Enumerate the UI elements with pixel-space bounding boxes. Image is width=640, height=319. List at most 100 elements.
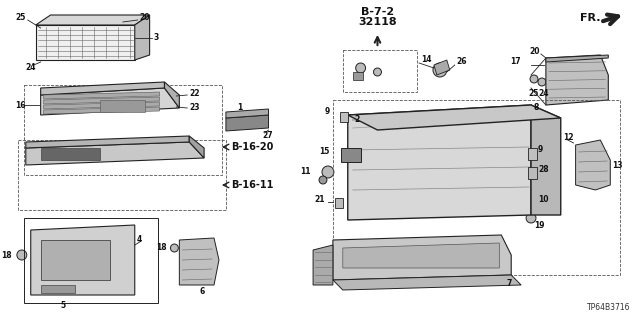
Polygon shape [546,55,608,62]
Circle shape [538,78,546,86]
Text: 16: 16 [15,100,26,109]
Bar [343,50,417,92]
Polygon shape [41,88,179,115]
Circle shape [17,250,27,260]
Polygon shape [41,82,164,95]
Polygon shape [313,245,333,285]
Text: 10: 10 [538,196,548,204]
Text: TP64B3716: TP64B3716 [587,303,630,313]
Text: 4: 4 [137,235,142,244]
Text: 23: 23 [189,103,200,113]
Text: 3: 3 [154,33,159,42]
Circle shape [360,118,369,128]
Bar [41,240,110,280]
Text: 24: 24 [26,63,36,72]
Text: 7: 7 [506,278,511,287]
Circle shape [86,151,94,159]
Polygon shape [333,275,521,290]
Bar [333,100,620,275]
Polygon shape [353,72,363,80]
Polygon shape [31,225,135,295]
Circle shape [356,63,365,73]
Text: B-7-2: B-7-2 [361,7,394,17]
Text: 9: 9 [538,145,543,154]
Text: 5: 5 [60,300,65,309]
Polygon shape [26,136,189,148]
Polygon shape [44,102,159,109]
Bar [24,218,157,303]
Bar [528,167,537,179]
Text: B-16-20: B-16-20 [231,142,273,152]
Polygon shape [36,25,135,60]
Text: 19: 19 [534,220,545,229]
Text: 8: 8 [534,103,540,113]
Circle shape [528,195,538,205]
Polygon shape [348,105,531,220]
Text: 28: 28 [538,166,548,174]
Text: 18: 18 [156,243,166,253]
Text: 14: 14 [421,56,431,64]
Circle shape [170,244,179,252]
Text: 20: 20 [140,13,150,23]
Circle shape [36,151,45,159]
Text: 13: 13 [612,160,623,169]
Text: 21: 21 [314,196,325,204]
Circle shape [374,68,381,76]
Text: 22: 22 [189,88,200,98]
Polygon shape [135,15,150,60]
Polygon shape [189,136,204,158]
Bar [341,148,360,162]
Polygon shape [343,243,499,268]
Bar [340,112,348,122]
Polygon shape [333,235,511,280]
Polygon shape [44,92,159,99]
Circle shape [319,176,327,184]
Circle shape [530,75,538,83]
Circle shape [433,63,447,77]
Circle shape [61,151,69,159]
Text: 27: 27 [262,131,273,140]
Text: 25: 25 [528,88,538,98]
Polygon shape [44,107,159,114]
Polygon shape [434,60,450,75]
Text: 25: 25 [15,13,25,23]
Polygon shape [546,55,608,105]
Bar [24,85,222,175]
Text: 9: 9 [324,108,330,116]
Text: 24: 24 [538,88,548,98]
Circle shape [156,151,163,159]
Polygon shape [531,105,561,215]
Bar [41,148,100,160]
Text: 2: 2 [355,115,360,124]
Bar [41,285,76,293]
Bar [528,148,537,160]
Text: 11: 11 [301,167,311,176]
Text: 12: 12 [563,133,573,143]
Text: 18: 18 [1,250,12,259]
Circle shape [322,166,334,178]
Polygon shape [226,109,269,118]
Text: 20: 20 [529,48,540,56]
Bar [100,100,145,112]
Text: 32118: 32118 [358,17,397,27]
Circle shape [111,151,119,159]
Polygon shape [36,15,150,25]
Circle shape [526,213,536,223]
Polygon shape [164,82,179,108]
Text: 1: 1 [237,103,242,113]
Polygon shape [179,238,219,285]
Text: 6: 6 [199,287,204,296]
Text: B-16-11: B-16-11 [231,180,273,190]
Text: FR.: FR. [580,13,600,23]
Bar [335,198,343,208]
Text: 17: 17 [511,57,521,66]
Circle shape [136,151,143,159]
Polygon shape [348,105,561,130]
Text: 26: 26 [457,57,467,66]
Polygon shape [226,115,269,131]
Text: 15: 15 [319,147,330,157]
Bar [18,140,226,210]
Polygon shape [26,142,204,165]
Polygon shape [44,97,159,104]
Polygon shape [575,140,611,190]
